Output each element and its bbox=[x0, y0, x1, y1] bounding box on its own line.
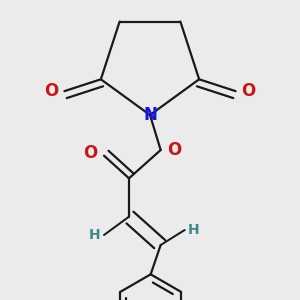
Text: O: O bbox=[83, 144, 98, 162]
Text: O: O bbox=[45, 82, 59, 100]
Text: H: H bbox=[89, 228, 100, 242]
Text: N: N bbox=[143, 106, 157, 124]
Text: H: H bbox=[188, 223, 200, 237]
Text: O: O bbox=[167, 141, 181, 159]
Text: O: O bbox=[241, 82, 255, 100]
